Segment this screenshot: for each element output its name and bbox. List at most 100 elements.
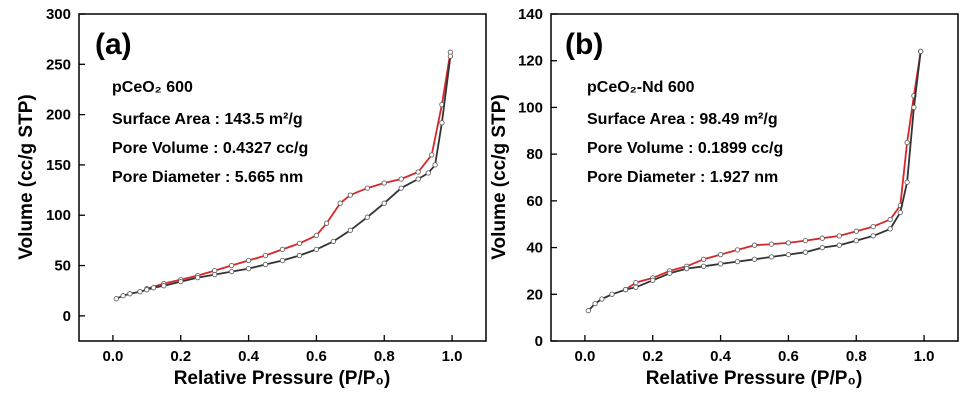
- data-point: [330, 238, 337, 245]
- data-point: [633, 284, 639, 290]
- data-point: [836, 233, 842, 239]
- y-tick-label: 250: [46, 56, 71, 73]
- data-point: [137, 289, 143, 295]
- data-point: [633, 279, 639, 286]
- panel-b: 0.0 0.2 0.4 0.6 0.8 1.0 0 20 40 60 80 100 120 140 (b)…: [489, 6, 959, 389]
- data-point: [313, 246, 320, 253]
- data-point: [262, 252, 269, 259]
- panel-label: (b): [565, 28, 603, 61]
- surface-area-annotation: Surface Area : 143.5 m²/g: [112, 111, 303, 128]
- y-tick-label: 120: [518, 53, 543, 70]
- data-point: [684, 265, 690, 272]
- data-point: [585, 307, 591, 314]
- y-tick-label: 60: [526, 193, 543, 210]
- data-point: [150, 285, 157, 291]
- data-point: [904, 139, 910, 146]
- y-axis-title: Volume (cc/g STP): [489, 94, 510, 259]
- data-point: [296, 252, 303, 259]
- data-point: [622, 286, 629, 293]
- sample-name: pCeO₂-Nd 600: [587, 79, 695, 96]
- data-point: [127, 291, 133, 297]
- y-tick-label: 0: [535, 333, 543, 350]
- y-tick-label: 100: [518, 99, 543, 116]
- data-point: [853, 237, 859, 244]
- pore-diameter-annotation: Pore Diameter : 1.927 nm: [587, 169, 778, 186]
- data-point: [228, 262, 235, 269]
- data-point: [432, 162, 438, 168]
- data-point: [717, 261, 724, 267]
- data-point: [897, 209, 903, 216]
- data-point: [904, 179, 910, 185]
- data-point: [819, 244, 825, 251]
- data-point: [599, 296, 605, 302]
- y-tick-label: 80: [526, 146, 543, 163]
- data-point: [650, 277, 656, 283]
- data-point: [870, 233, 876, 239]
- tick-layer: 0.0 0.2 0.4 0.6 0.8 1.0 0 20 40 60 80 100 120 140: [518, 6, 935, 365]
- data-point: [439, 120, 445, 126]
- y-tick-label: 40: [526, 240, 543, 257]
- data-point: [113, 296, 119, 302]
- data-point: [592, 300, 598, 307]
- data-point: [161, 283, 167, 289]
- data-point: [245, 257, 252, 264]
- data-point: [667, 270, 673, 276]
- x-tick-label: 0.0: [574, 348, 595, 365]
- data-point: [228, 268, 235, 275]
- pore-volume-annotation: Pore Volume : 0.4327 cc/g: [112, 140, 308, 157]
- y-tick-label: 300: [46, 6, 71, 23]
- x-tick-label: 0.2: [642, 348, 663, 365]
- x-tick-label: 0.0: [102, 348, 123, 365]
- data-point: [802, 249, 809, 255]
- y-tick-label: 0: [63, 308, 71, 325]
- data-point: [398, 185, 404, 191]
- data-point: [296, 240, 303, 247]
- tick-layer: 0.0 0.2 0.4 0.6 0.8 1.0 0 50 100 150 200 250 300: [46, 6, 463, 365]
- data-point: [853, 228, 859, 234]
- y-tick-label: 150: [46, 157, 71, 174]
- data-point: [347, 192, 353, 198]
- data-point: [911, 104, 917, 111]
- data-point: [768, 241, 775, 247]
- pore-volume-annotation: Pore Volume : 0.1899 cc/g: [587, 140, 783, 157]
- x-tick-label: 0.2: [170, 348, 191, 365]
- data-point: [429, 152, 435, 158]
- data-point: [279, 257, 286, 264]
- data-point: [347, 227, 353, 233]
- y-tick-label: 20: [526, 286, 543, 303]
- y-tick-label: 140: [518, 6, 543, 23]
- data-point: [887, 216, 893, 223]
- y-tick-label: 100: [46, 207, 71, 224]
- data-point: [323, 220, 330, 226]
- data-point: [734, 247, 741, 253]
- pore-diameter-annotation: Pore Diameter : 5.665 nm: [112, 169, 303, 186]
- x-tick-label: 0.6: [306, 348, 327, 365]
- data-point: [178, 278, 184, 285]
- data-point: [717, 251, 724, 258]
- data-point: [819, 235, 825, 241]
- x-tick-label: 1.0: [442, 348, 463, 365]
- y-axis-title: Volume (cc/g STP): [16, 94, 37, 259]
- y-tick-label: 200: [46, 107, 71, 124]
- data-point: [398, 176, 404, 182]
- data-point: [609, 291, 615, 297]
- data-point: [279, 246, 286, 253]
- panel-label: (a): [95, 28, 132, 61]
- data-point: [751, 256, 758, 262]
- sample-name: pCeO₂ 600: [112, 79, 193, 96]
- data-point: [836, 242, 842, 248]
- data-point: [447, 53, 454, 59]
- data-point: [415, 169, 421, 175]
- x-tick-label: 0.8: [374, 348, 395, 365]
- data-point: [751, 242, 758, 248]
- x-tick-label: 0.8: [846, 348, 867, 365]
- series-layer: [113, 49, 454, 302]
- data-point: [245, 265, 252, 272]
- data-point: [425, 170, 431, 176]
- data-point: [337, 200, 343, 206]
- data-point: [700, 263, 707, 269]
- data-point: [144, 287, 150, 293]
- series-layer: [585, 48, 924, 314]
- data-point: [802, 237, 809, 244]
